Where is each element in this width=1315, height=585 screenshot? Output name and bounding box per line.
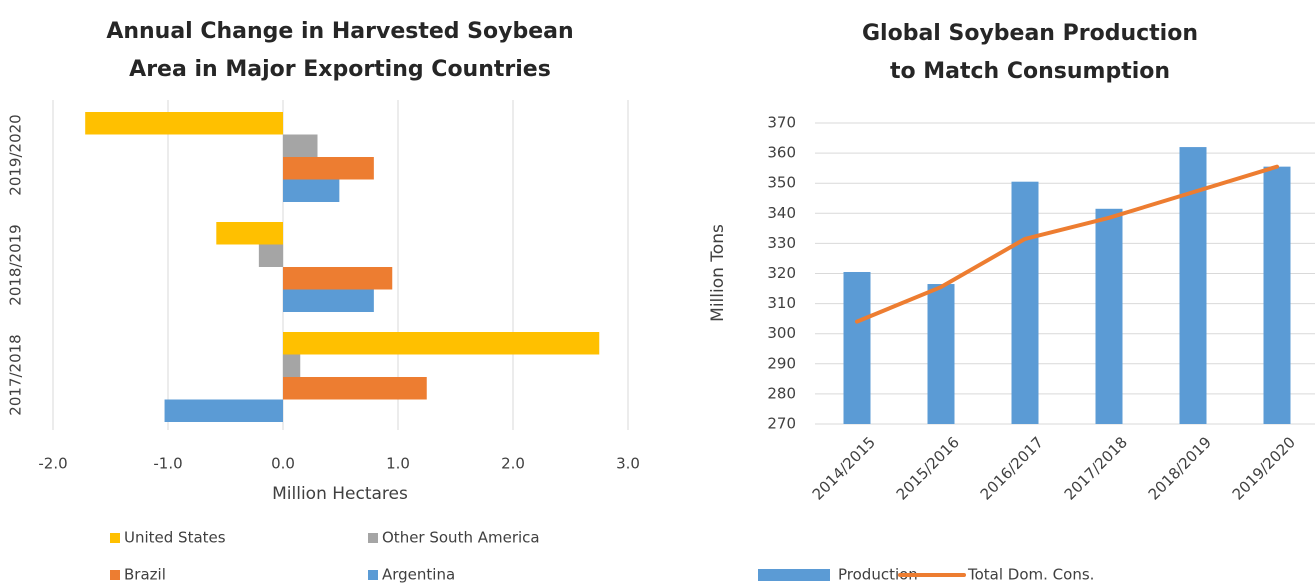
y-tick-label: 280 [767,384,796,402]
bar [1263,166,1291,424]
y-tick-label: 340 [767,204,796,222]
y-tick-label: 2019/2020 [7,114,25,195]
bar [283,134,318,157]
chart-title: to Match Consumption [890,59,1170,84]
bar [164,399,283,422]
x-tick-label: 2018/2019 [1145,433,1215,503]
x-tick-label: -1.0 [153,455,182,473]
bar [1095,208,1123,424]
x-tick-label: 2014/2015 [809,433,879,503]
bar [283,354,301,377]
y-tick-label: 370 [767,114,796,132]
bar [927,284,955,424]
y-axis-title: Million Tons [708,224,728,322]
x-tick-label: -2.0 [38,455,67,473]
y-tick-label: 2017/2018 [7,334,25,415]
bar [283,289,374,312]
chart-title: Annual Change in Harvested Soybean [106,19,573,44]
legend-label: Total Dom. Cons. [967,566,1094,584]
legend-swatch [368,533,378,543]
legend-label: Other South America [382,529,540,547]
legend-swatch [758,569,830,581]
line [855,164,1279,324]
x-axis-title: Million Hectares [272,484,408,504]
y-tick-label: 270 [767,415,796,433]
legend-swatch [368,570,378,580]
bar [283,377,427,400]
legend-swatch [110,570,120,580]
bar [843,271,871,424]
x-tick-label: 2019/2020 [1229,433,1299,503]
y-tick-label: 310 [767,294,796,312]
legend-label: Production [838,566,918,584]
chart-title: Global Soybean Production [862,21,1198,46]
x-tick-label: 2016/2017 [977,433,1047,503]
y-tick-label: 2018/2019 [7,224,25,305]
bar [283,332,600,355]
chart-title: Area in Major Exporting Countries [129,57,551,82]
bar [283,157,374,180]
y-tick-label: 300 [767,324,796,342]
y-tick-label: 350 [767,174,796,192]
x-tick-label: 3.0 [616,455,640,473]
bar [1011,181,1039,424]
x-tick-label: 1.0 [386,455,410,473]
x-tick-label: 2015/2016 [893,433,963,503]
legend-label: United States [124,529,226,547]
x-tick-label: 0.0 [271,455,295,473]
y-tick-label: 320 [767,264,796,282]
bar [283,267,393,290]
y-tick-label: 330 [767,234,796,252]
x-tick-label: 2017/2018 [1061,433,1131,503]
legend-label: Argentina [382,566,455,584]
bar [283,179,340,202]
legend-label: Brazil [124,566,166,584]
bar [258,244,283,267]
bar [85,112,283,135]
y-tick-label: 360 [767,144,796,162]
legend-swatch [110,533,120,543]
bar [216,222,283,245]
x-tick-label: 2.0 [501,455,525,473]
y-tick-label: 290 [767,354,796,372]
